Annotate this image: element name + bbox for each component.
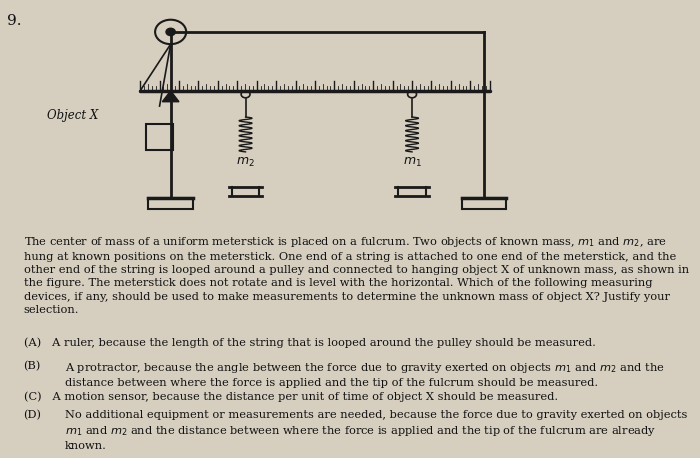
Text: Object X: Object X bbox=[48, 109, 99, 122]
Text: (B): (B) bbox=[24, 361, 41, 371]
Text: (A)   A ruler, because the length of the string that is looped around the pulley: (A) A ruler, because the length of the s… bbox=[24, 337, 596, 348]
Text: $m_1$: $m_1$ bbox=[402, 156, 421, 169]
Text: No additional equipment or measurements are needed, because the force due to gra: No additional equipment or measurements … bbox=[65, 410, 687, 451]
FancyBboxPatch shape bbox=[148, 198, 193, 208]
Text: The center of mass of a uniform meterstick is placed on a fulcrum. Two objects o: The center of mass of a uniform metersti… bbox=[24, 235, 689, 315]
Text: 9.: 9. bbox=[7, 15, 22, 28]
Polygon shape bbox=[162, 91, 179, 102]
Circle shape bbox=[166, 28, 175, 36]
Text: A protractor, because the angle between the force due to gravity exerted on obje: A protractor, because the angle between … bbox=[65, 361, 665, 388]
Text: $m_2$: $m_2$ bbox=[236, 156, 255, 169]
FancyBboxPatch shape bbox=[462, 198, 506, 208]
Text: (D): (D) bbox=[24, 410, 41, 420]
Text: (C)   A motion sensor, because the distance per unit of time of object X should : (C) A motion sensor, because the distanc… bbox=[24, 392, 558, 403]
FancyBboxPatch shape bbox=[146, 124, 174, 150]
